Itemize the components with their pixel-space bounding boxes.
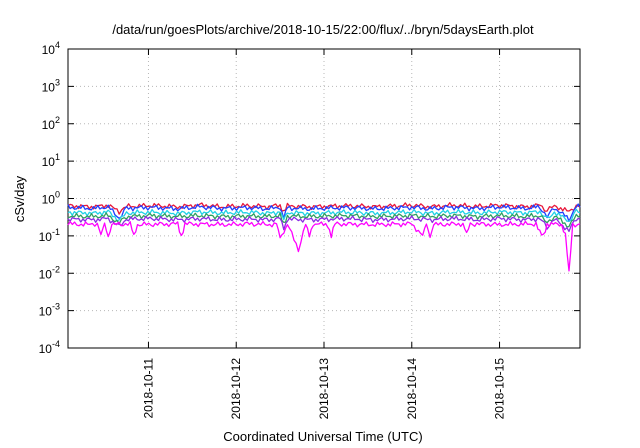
y-tick-label: 10-2 <box>39 264 60 281</box>
y-tick-label: 102 <box>42 115 60 132</box>
x-tick-label: 2018-10-12 <box>229 358 243 420</box>
series-line-2 <box>67 203 581 223</box>
x-tick-label: 2018-10-15 <box>493 358 507 420</box>
y-tick-label: 100 <box>42 190 60 207</box>
x-axis: 2018-10-11 2018-10-12 2018-10-13 2018-10-14… <box>141 49 507 420</box>
y-tick-label: 10-3 <box>39 302 60 319</box>
series-line-5 <box>67 215 581 233</box>
series-layer <box>67 202 581 272</box>
y-axis: 10-4 10-3 10-2 10-1 100 101 102 103 104 <box>39 40 580 356</box>
x-axis-label: Coordinated Universal Time (UTC) <box>223 429 422 444</box>
y-tick-label: 101 <box>42 152 60 169</box>
y-tick-label: 104 <box>42 40 60 57</box>
y-tick-label: 10-4 <box>39 339 60 356</box>
y-tick-label: 10-1 <box>39 227 60 244</box>
x-tick-label: 2018-10-13 <box>317 358 331 420</box>
x-tick-label: 2018-10-11 <box>141 358 155 419</box>
series-line-3 <box>67 208 581 222</box>
series-line-1 <box>67 202 581 215</box>
series-line-6 <box>67 220 581 272</box>
y-axis-label: cSv/day <box>12 175 27 222</box>
grid <box>68 49 580 348</box>
chart-title: /data/run/goesPlots/archive/2018-10-15/2… <box>112 22 534 37</box>
y-tick-label: 103 <box>42 77 60 94</box>
x-tick-label: 2018-10-14 <box>405 358 419 420</box>
